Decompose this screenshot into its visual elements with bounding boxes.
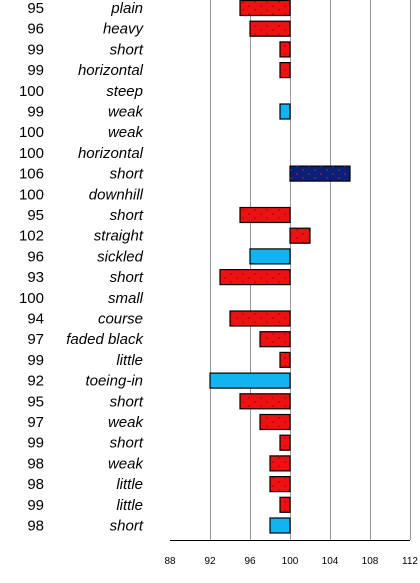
row-descriptor: short: [110, 435, 144, 452]
row-descriptor: sickled: [97, 248, 144, 265]
bar-texture: [290, 166, 350, 182]
bar-texture: [280, 352, 290, 368]
bar: [279, 103, 291, 120]
row-score: 98: [27, 455, 44, 472]
x-tick-label: 104: [322, 556, 339, 567]
bar-texture: [250, 21, 290, 37]
row-score: 92: [27, 373, 44, 390]
row-score: 98: [27, 518, 44, 535]
row-score: 93: [27, 269, 44, 286]
row-score: 95: [27, 207, 44, 224]
row-descriptor: straight: [94, 228, 144, 245]
row-score: 99: [27, 435, 44, 452]
row-descriptor: weak: [108, 414, 145, 431]
row-score: 99: [27, 104, 44, 121]
row-score: 97: [27, 331, 44, 348]
row-score: 100: [19, 124, 44, 141]
row-score: 100: [19, 290, 44, 307]
row-descriptor: toeing-in: [85, 373, 143, 390]
row-descriptor: short: [110, 269, 144, 286]
bar-texture: [220, 269, 290, 285]
row-score: 96: [27, 21, 44, 38]
x-tick-label: 92: [204, 556, 216, 567]
row-descriptor: downhill: [89, 186, 144, 203]
bar-texture: [280, 62, 290, 78]
bar-texture: [260, 331, 290, 347]
bar-texture: [240, 207, 290, 223]
bar-texture: [280, 497, 290, 513]
row-score: 100: [19, 145, 44, 162]
bar-texture: [230, 311, 290, 326]
x-tick-label: 112: [402, 556, 418, 567]
row-descriptor: weak: [108, 104, 145, 121]
bar-texture: [270, 476, 290, 492]
row-descriptor: weak: [108, 455, 145, 472]
row-score: 100: [19, 83, 44, 100]
bar-texture: [280, 41, 290, 57]
row-descriptor: short: [110, 518, 144, 535]
bars: [209, 0, 351, 534]
bar-texture: [260, 414, 290, 430]
bar-texture: [280, 435, 290, 451]
row-descriptor: plain: [110, 0, 143, 17]
row-score: 98: [27, 476, 44, 493]
row-descriptor: little: [116, 352, 143, 369]
bar: [209, 372, 291, 389]
row-descriptor: steep: [106, 83, 143, 100]
row-score: 95: [27, 0, 44, 17]
row-descriptor: horizontal: [78, 62, 144, 79]
row-score: 94: [27, 311, 44, 328]
row-descriptor: heavy: [103, 21, 145, 38]
row-score: 99: [27, 497, 44, 514]
row-descriptor: short: [110, 393, 144, 410]
row-labels: 95 plain 96 heavy 99 short 99 horizontal 100 stee…: [19, 0, 145, 535]
row-score: 97: [27, 414, 44, 431]
row-score: 95: [27, 393, 44, 410]
row-score: 106: [19, 166, 44, 183]
bar-texture: [240, 393, 290, 409]
x-axis: 88 92 96 100 104 108 112: [164, 540, 418, 567]
bar: [249, 248, 291, 265]
row-descriptor: short: [110, 41, 144, 58]
bar-texture: [240, 0, 290, 16]
bar: [269, 517, 291, 534]
bar-texture: [290, 228, 310, 244]
row-descriptor: course: [98, 311, 143, 328]
row-descriptor: horizontal: [78, 145, 144, 162]
bar-texture: [270, 455, 290, 471]
row-score: 99: [27, 352, 44, 369]
row-descriptor: faded black: [66, 331, 144, 348]
row-score: 99: [27, 41, 44, 58]
row-descriptor: small: [108, 290, 144, 307]
row-descriptor: short: [110, 166, 144, 183]
row-score: 100: [19, 186, 44, 203]
row-score: 99: [27, 62, 44, 79]
x-tick-label: 100: [282, 556, 299, 567]
row-descriptor: little: [116, 497, 143, 514]
x-tick-label: 88: [164, 556, 176, 567]
row-descriptor: weak: [108, 124, 145, 141]
row-descriptor: short: [110, 207, 144, 224]
row-descriptor: little: [116, 476, 143, 493]
row-score: 96: [27, 248, 44, 265]
x-tick-label: 108: [362, 556, 379, 567]
row-score: 102: [19, 228, 44, 245]
x-tick-label: 96: [244, 556, 256, 567]
